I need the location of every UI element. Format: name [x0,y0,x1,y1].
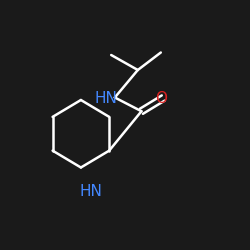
Text: HN: HN [79,184,102,199]
Text: O: O [155,91,167,106]
Text: HN: HN [95,91,118,106]
